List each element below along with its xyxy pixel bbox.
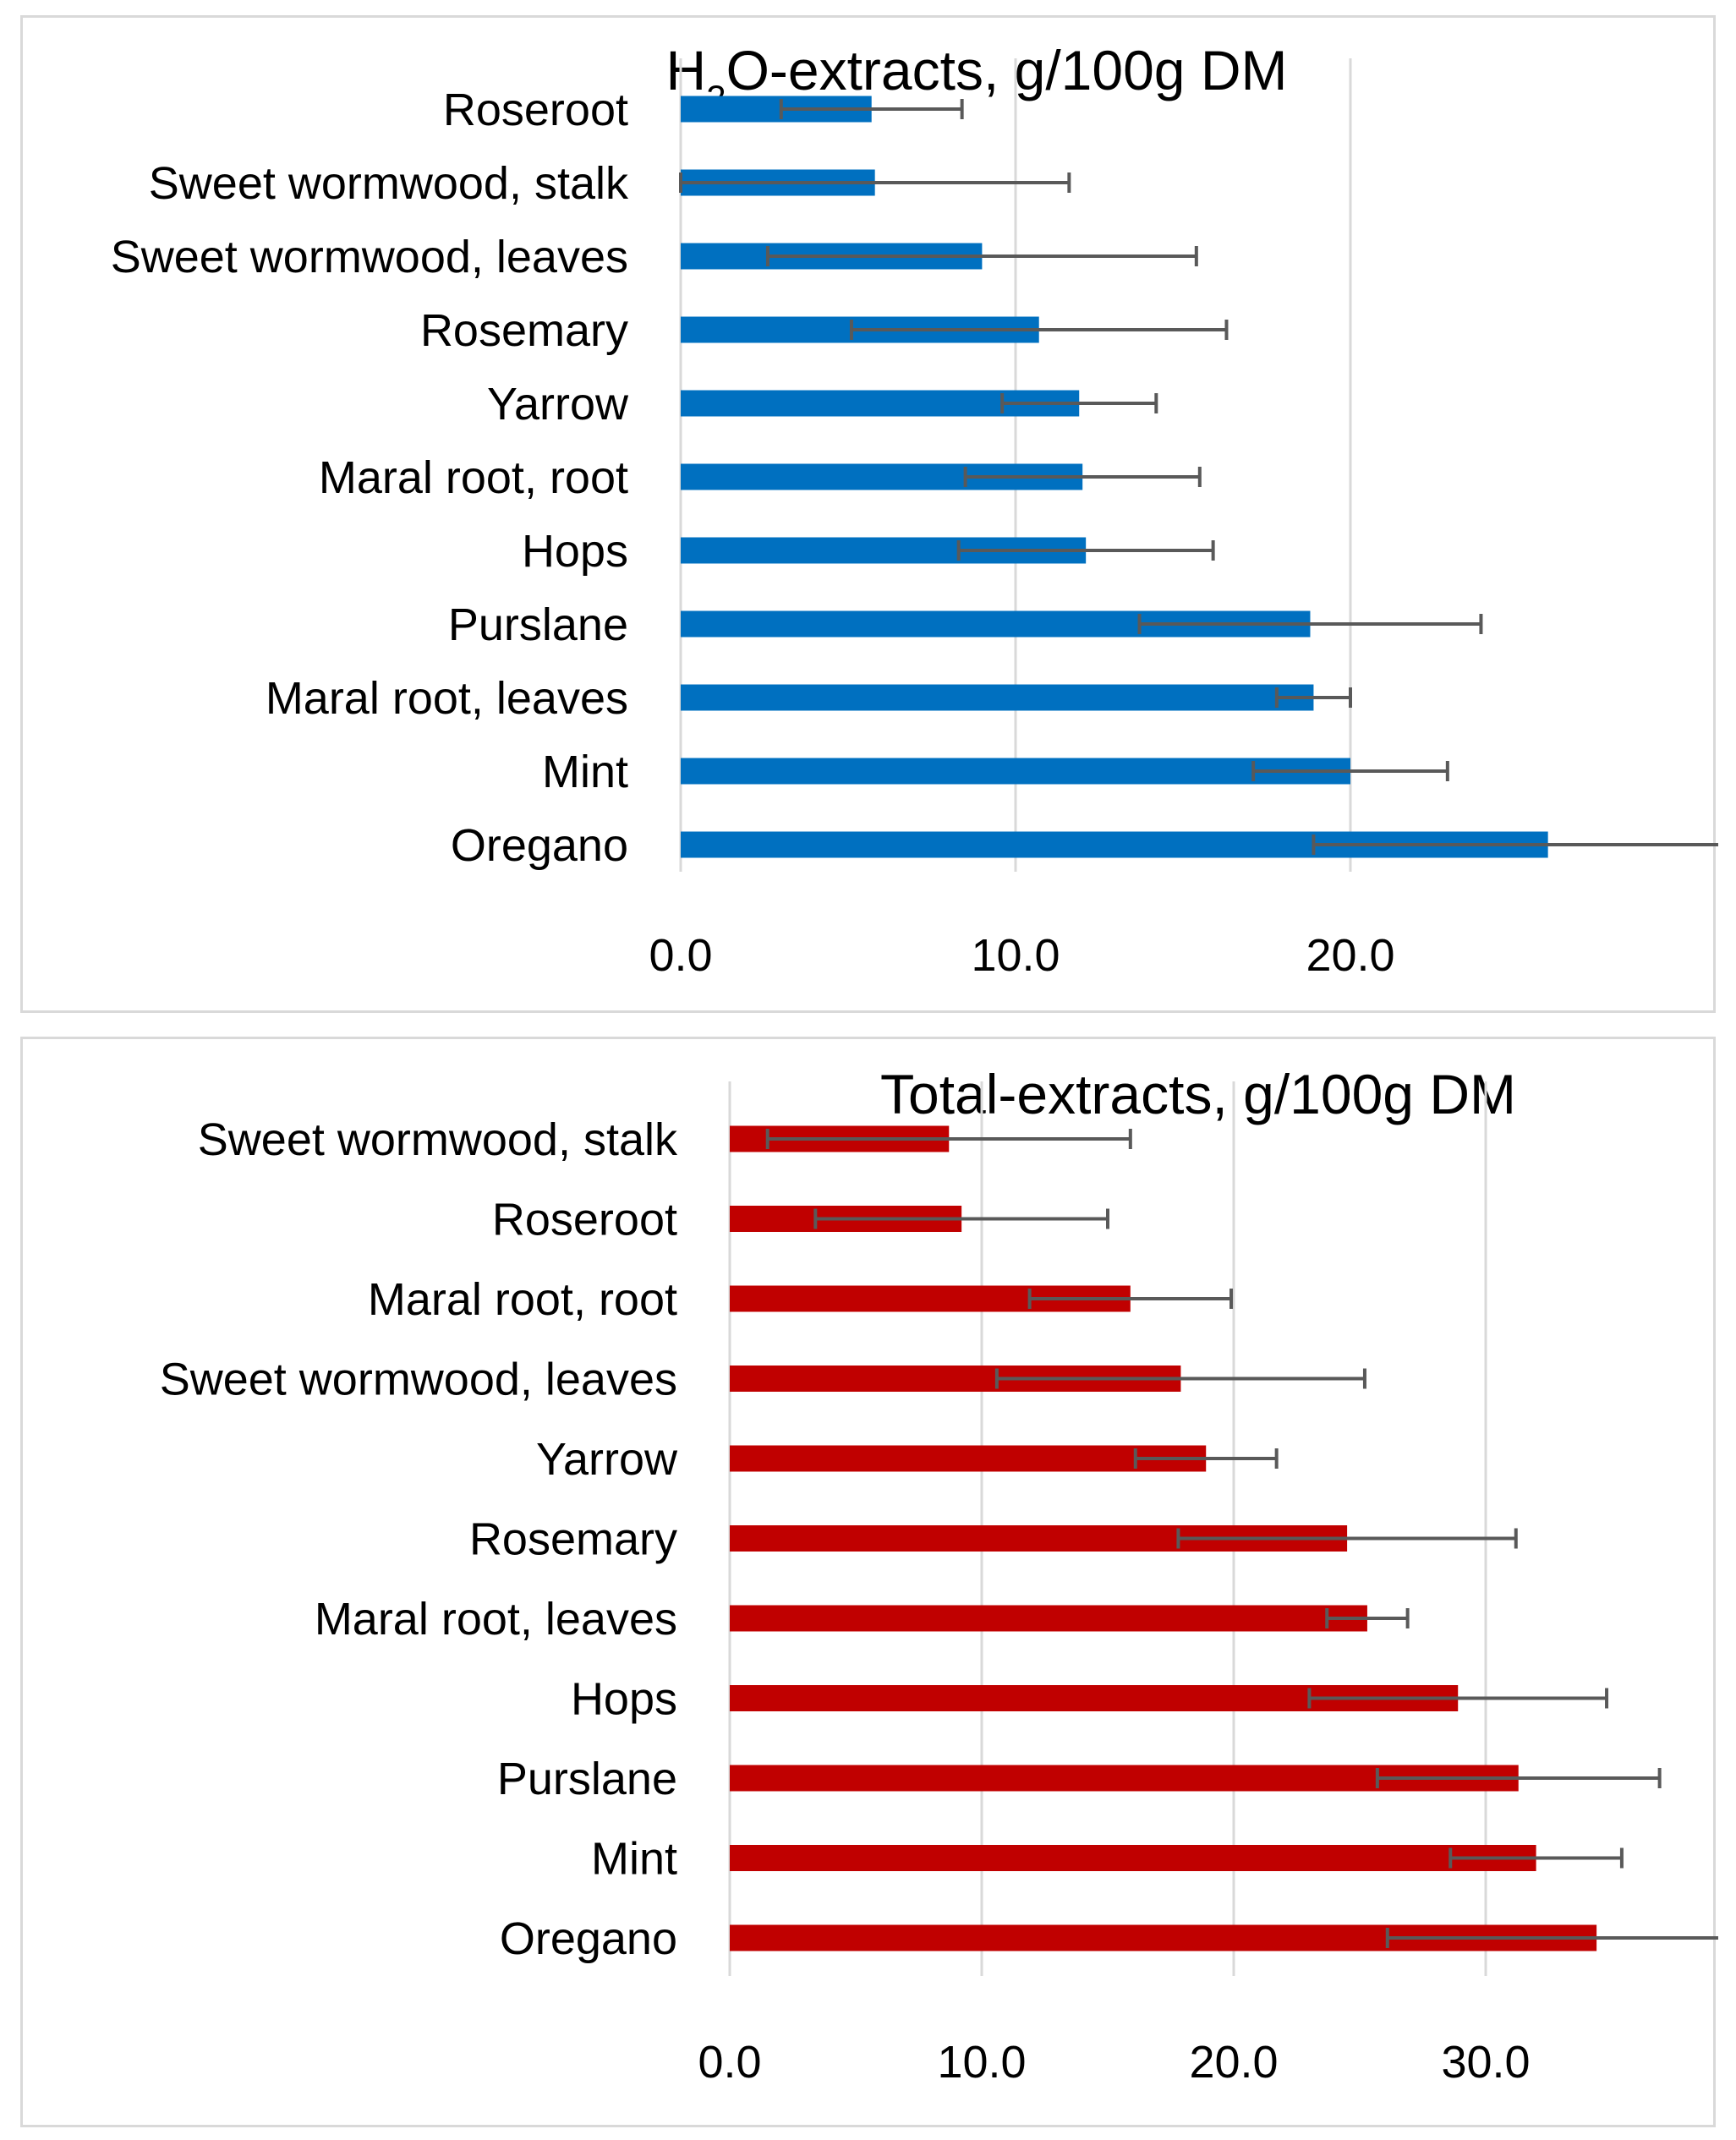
error-bar xyxy=(1000,393,1158,413)
category-label: Oregano xyxy=(500,1913,677,1964)
error-bar xyxy=(1307,1688,1609,1709)
category-label: Yarrow xyxy=(487,379,629,430)
error-bar xyxy=(813,1208,1109,1229)
category-label: Hops xyxy=(571,1674,677,1725)
x-tick-label: 20.0 xyxy=(1189,2037,1278,2088)
bar xyxy=(681,758,1350,785)
category-label: Yarrow xyxy=(536,1434,678,1485)
error-bar xyxy=(1448,1847,1624,1869)
h2o-extracts-chart-panel: H2O-extracts, g/100g DM Roseroot Sweet wo… xyxy=(20,15,1718,1013)
x-tick-label: 0.0 xyxy=(698,2037,761,2088)
total-extracts-chart: Total-extracts, g/100g DM Sweet wormwood… xyxy=(160,1063,1718,2088)
error-bar xyxy=(963,467,1202,487)
category-label: Maral root, leaves xyxy=(266,673,628,724)
x-tick-label: 10.0 xyxy=(971,930,1060,981)
category-label: Sweet wormwood, stalk xyxy=(198,1114,678,1165)
x-tick-label: 0.0 xyxy=(649,930,712,981)
chart-title: H2O-extracts, g/100g DM xyxy=(666,39,1288,118)
error-bar xyxy=(1325,1608,1410,1628)
error-bar xyxy=(1375,1768,1662,1788)
error-bar xyxy=(994,1368,1366,1389)
error-bar xyxy=(1133,1448,1279,1469)
error-bar xyxy=(765,246,1198,266)
bar xyxy=(730,1605,1367,1632)
category-label: Hops xyxy=(522,526,628,577)
error-bar xyxy=(1137,614,1483,634)
x-tick-label: 20.0 xyxy=(1306,930,1394,981)
category-label: Mint xyxy=(542,747,628,797)
h2o-extracts-chart: H2O-extracts, g/100g DM Roseroot Sweet wo… xyxy=(111,39,1718,981)
category-label: Roseroot xyxy=(443,85,628,135)
category-label: Sweet wormwood, leaves xyxy=(160,1355,677,1405)
error-bar xyxy=(849,320,1229,340)
bar xyxy=(730,1445,1207,1472)
x-tick-label: 10.0 xyxy=(937,2037,1026,2088)
total-extracts-chart-panel: Total-extracts, g/100g DM Sweet wormwood… xyxy=(20,1037,1718,2127)
error-bar xyxy=(1176,1528,1518,1549)
error-bar xyxy=(779,99,964,119)
category-label: Maral root, leaves xyxy=(315,1594,677,1645)
error-bar xyxy=(1312,835,1718,855)
category-label: Oregano xyxy=(451,820,628,871)
category-label: Sweet wormwood, stalk xyxy=(149,158,629,209)
category-label: Purslane xyxy=(448,599,628,650)
error-bar xyxy=(679,172,1071,193)
error-bar xyxy=(1027,1289,1234,1309)
error-bar xyxy=(765,1129,1132,1149)
error-bar xyxy=(1385,1928,1718,1948)
category-label: Mint xyxy=(591,1834,677,1885)
error-bar xyxy=(956,540,1215,561)
bar xyxy=(681,684,1314,711)
category-label: Maral root, root xyxy=(319,452,628,503)
category-label: Rosemary xyxy=(420,305,628,356)
error-bar xyxy=(1251,761,1449,781)
error-bar xyxy=(1274,687,1352,708)
chart-title: Total-extracts, g/100g DM xyxy=(880,1063,1516,1125)
category-label: Roseroot xyxy=(492,1195,677,1245)
bar xyxy=(730,1845,1536,1871)
category-label: Rosemary xyxy=(469,1514,677,1565)
category-label: Purslane xyxy=(497,1754,677,1804)
category-label: Sweet wormwood, leaves xyxy=(111,232,628,282)
category-label: Maral root, root xyxy=(368,1274,677,1325)
x-tick-label: 30.0 xyxy=(1441,2037,1530,2088)
